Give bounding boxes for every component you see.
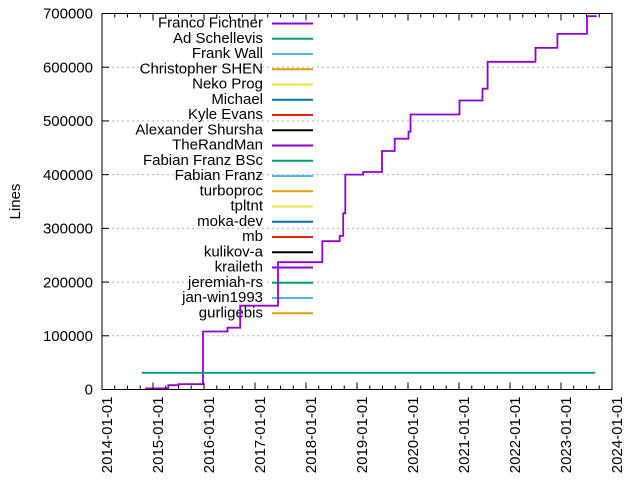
y-tick-label: 200000 xyxy=(43,274,93,291)
legend-label: Alexander Shursha xyxy=(135,121,263,138)
y-tick-label: 700000 xyxy=(43,6,93,23)
y-tick-label: 300000 xyxy=(43,221,93,238)
legend-label: Ad Schellevis xyxy=(173,30,263,47)
legend-label: Kyle Evans xyxy=(188,106,263,123)
x-tick-label: 2016-01-01 xyxy=(201,397,218,474)
series-line-franco-fichtner xyxy=(145,15,597,390)
x-tick-label: 2023-01-01 xyxy=(558,397,575,474)
legend-label: kulikov-a xyxy=(204,243,264,260)
legend-label: tpltnt xyxy=(230,198,263,215)
legend-label: jeremiah-rs xyxy=(187,274,263,291)
x-tick-label: 2015-01-01 xyxy=(150,397,167,474)
x-tick-label: 2018-01-01 xyxy=(303,397,320,474)
legend-label: TheRandMan xyxy=(172,137,263,154)
legend-label: Fabian Franz BSc xyxy=(143,152,264,169)
y-tick-label: 100000 xyxy=(43,328,93,345)
legend-label: kraileth xyxy=(215,259,263,276)
x-tick-label: 2024-01-01 xyxy=(609,397,626,474)
legend-label: gurligebis xyxy=(199,304,263,321)
legend-label: turboproc xyxy=(200,182,264,199)
y-tick-label: 0 xyxy=(85,382,93,399)
y-tick-label: 600000 xyxy=(43,59,93,76)
y-tick-label: 400000 xyxy=(43,167,93,184)
x-tick-label: 2019-01-01 xyxy=(354,397,371,474)
legend-label: jan-win1993 xyxy=(181,289,263,306)
legend-label: Franco Fichtner xyxy=(158,15,263,32)
axis-ticks xyxy=(101,13,613,390)
legend-label: Neko Prog xyxy=(192,76,263,93)
legend-label: Michael xyxy=(211,91,263,108)
x-tick-label: 2020-01-01 xyxy=(405,397,422,474)
y-axis-label: Lines xyxy=(7,184,24,220)
x-tick-label: 2022-01-01 xyxy=(507,397,524,474)
legend-label: Christopher SHEN xyxy=(140,60,263,77)
legend-label: moka-dev xyxy=(197,213,263,230)
x-tick-label: 2014-01-01 xyxy=(99,397,116,474)
y-tick-label: 500000 xyxy=(43,113,93,130)
legend-label: Fabian Franz xyxy=(175,167,263,184)
x-tick-label: 2021-01-01 xyxy=(456,397,473,474)
legend-label: Frank Wall xyxy=(192,45,263,62)
legend-label: mb xyxy=(242,228,263,245)
x-tick-label: 2017-01-01 xyxy=(252,397,269,474)
